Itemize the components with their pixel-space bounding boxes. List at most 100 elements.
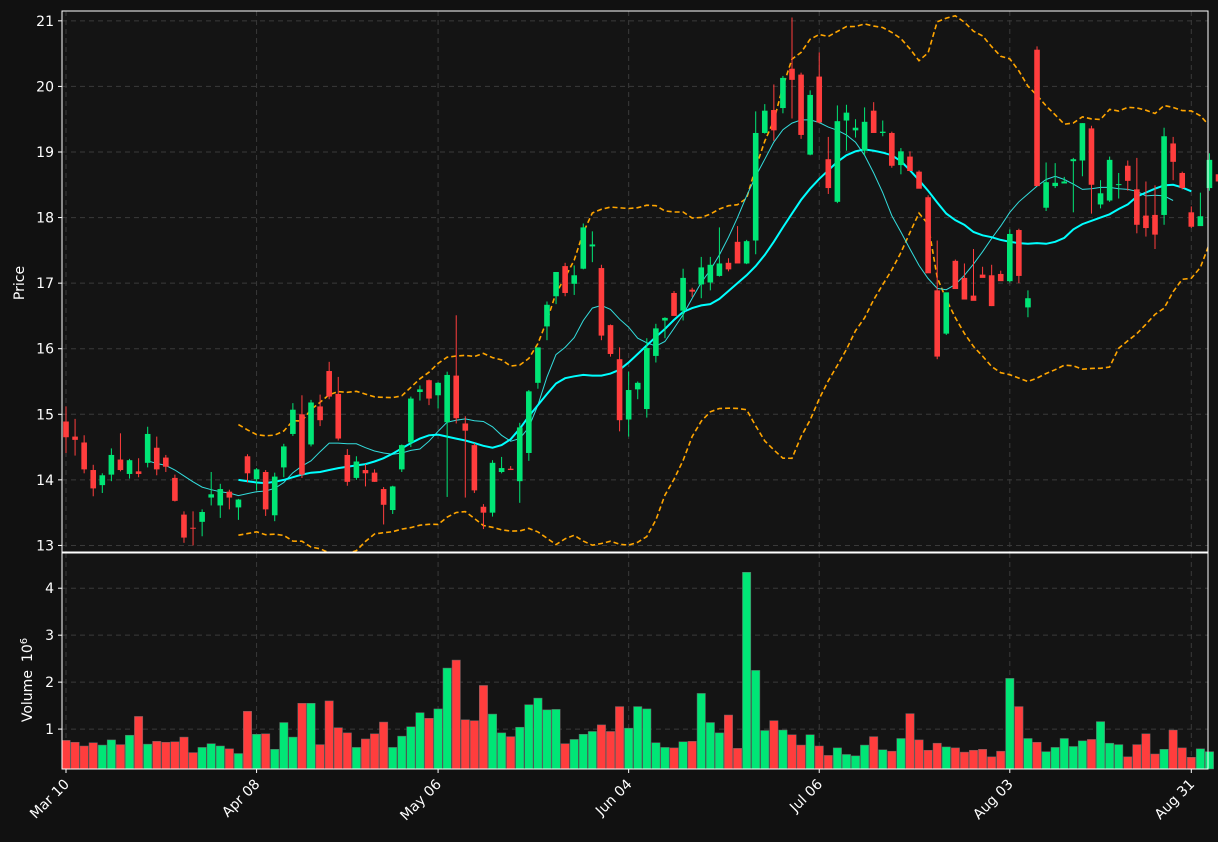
candle (190, 511, 196, 546)
volume-bar (297, 703, 307, 770)
candle (1161, 127, 1167, 225)
price-tick-label: 18 (36, 211, 54, 227)
candle (580, 223, 587, 270)
volume-bar (760, 730, 770, 770)
candle (571, 265, 577, 295)
volume-bar (987, 756, 997, 770)
candle-body (1088, 128, 1095, 185)
candle (108, 448, 115, 482)
volume-bar (1077, 740, 1087, 770)
volume-bar (324, 700, 334, 770)
candle (308, 399, 314, 447)
volume-bar (1087, 739, 1096, 770)
volume-bar (969, 749, 978, 770)
volume-bar (506, 736, 516, 770)
date-tick-label: Jun 04 (592, 776, 635, 819)
candle (462, 416, 469, 498)
volume-bar (1059, 738, 1069, 770)
candle-body (244, 456, 251, 474)
candle (625, 371, 632, 437)
volume-tick-label: 2 (45, 675, 54, 691)
candle (326, 361, 332, 400)
candle (317, 394, 323, 427)
candle (244, 454, 251, 483)
candle-body (335, 393, 342, 439)
candle-body (1134, 189, 1140, 225)
candle-body (934, 290, 940, 357)
volume-bar (288, 736, 298, 770)
date-tick-label: Apr 08 (219, 777, 263, 821)
volume-bar (424, 718, 434, 770)
volume-bar (1068, 746, 1078, 770)
candle (1061, 176, 1068, 184)
candle-body (925, 197, 931, 274)
price-panel-bg (62, 11, 1208, 552)
volume-bar (724, 714, 733, 770)
volume-bar (860, 744, 870, 770)
candle (1043, 162, 1049, 212)
volume-bar (1205, 751, 1214, 770)
candle-body (1061, 181, 1068, 184)
candle-body (1206, 159, 1213, 189)
candle (671, 291, 677, 316)
volume-bar (1159, 749, 1169, 770)
candle-body (353, 461, 360, 478)
candle-body (163, 457, 169, 467)
volume-bar (742, 572, 752, 770)
candle-body (979, 274, 986, 278)
candle (634, 381, 641, 400)
candle (135, 458, 142, 478)
candle (834, 105, 841, 204)
candle (90, 464, 97, 497)
volume-bar (823, 755, 833, 770)
price-tick-label: 14 (36, 473, 54, 489)
candle-body (943, 292, 950, 334)
candle (816, 52, 823, 124)
candle (1052, 163, 1058, 189)
candle (662, 317, 668, 339)
volume-bar (569, 739, 579, 770)
candle-body (299, 414, 305, 475)
candle (1016, 228, 1022, 284)
volume-bar (733, 748, 742, 770)
candle-body (789, 68, 795, 80)
candle (807, 90, 813, 156)
candle-body (253, 469, 260, 480)
candle (825, 136, 832, 194)
candle (870, 102, 877, 133)
candle-body (290, 409, 296, 434)
candle (144, 426, 151, 468)
candle (1070, 157, 1077, 213)
candle (589, 231, 596, 263)
candle-body (1079, 123, 1086, 161)
candle (81, 435, 87, 474)
volume-bar (252, 734, 262, 770)
candle (1115, 172, 1122, 199)
candle-body (1124, 165, 1131, 181)
volume-bar (161, 741, 171, 770)
volume-bar (914, 739, 924, 770)
volume-bar (306, 703, 316, 770)
volume-bar (215, 745, 225, 770)
volume-bar (188, 752, 198, 770)
candle-body (208, 494, 214, 498)
volume-bar (315, 744, 325, 770)
volume-scale-exponent: 6 (19, 638, 30, 644)
volume-bar (705, 722, 715, 770)
volume-bar (469, 720, 479, 770)
candle-body (153, 447, 160, 470)
volume-bar (351, 747, 361, 770)
volume-bar (179, 736, 189, 770)
price-tick-label: 13 (36, 538, 54, 554)
candle-body (1179, 172, 1186, 189)
volume-bar (70, 741, 80, 770)
price-tick-label: 19 (36, 145, 54, 161)
candle (1206, 153, 1213, 191)
candle (435, 382, 441, 409)
candle-body (898, 151, 904, 166)
candle-body (562, 266, 568, 293)
candle-body (108, 454, 115, 475)
candle-body (1097, 193, 1104, 205)
candle-body (435, 382, 441, 396)
volume-bar (1150, 753, 1160, 770)
